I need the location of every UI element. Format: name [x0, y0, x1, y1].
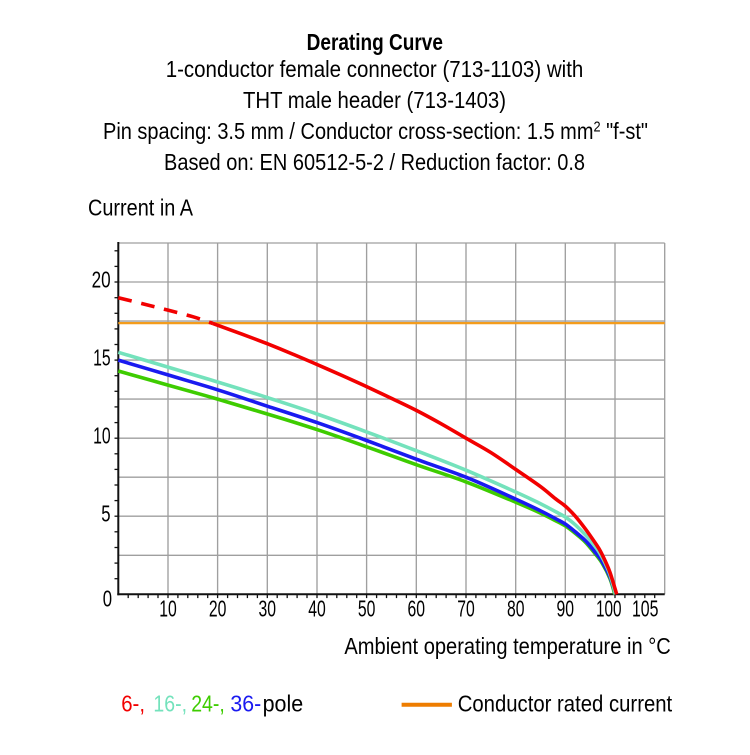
svg-text:50: 50 [358, 596, 376, 622]
svg-text:0: 0 [103, 586, 112, 612]
svg-text:40: 40 [308, 596, 326, 622]
svg-text:30: 30 [259, 596, 277, 622]
svg-text:THT male header (713-1403): THT male header (713-1403) [243, 87, 506, 113]
svg-text:20: 20 [92, 266, 111, 292]
svg-text:20: 20 [209, 596, 227, 622]
svg-text:16-,: 16-, [153, 691, 187, 717]
svg-text:1-conductor female connector (: 1-conductor female connector (713-1103) … [166, 56, 584, 82]
svg-text:Pin spacing: 3.5 mm / Conducto: Pin spacing: 3.5 mm / Conductor cross-se… [103, 118, 648, 144]
svg-text:90: 90 [557, 596, 575, 622]
svg-text:Conductor rated current: Conductor rated current [458, 691, 673, 717]
svg-text:60: 60 [408, 596, 426, 622]
svg-text:105: 105 [632, 596, 659, 622]
svg-text:100: 100 [596, 596, 622, 622]
svg-text:36-: 36- [230, 691, 261, 717]
svg-text:pole: pole [263, 691, 304, 717]
svg-text:Current in A: Current in A [88, 195, 193, 221]
svg-text:80: 80 [507, 596, 525, 622]
svg-text:70: 70 [457, 596, 475, 622]
svg-text:Ambient operating temperature: Ambient operating temperature in °C [344, 633, 670, 659]
svg-text:10: 10 [93, 423, 111, 449]
svg-text:15: 15 [93, 344, 111, 370]
svg-text:Based on: EN 60512-5-2 / Reduc: Based on: EN 60512-5-2 / Reduction facto… [164, 149, 585, 175]
svg-text:6-,: 6-, [121, 691, 145, 717]
svg-text:5: 5 [101, 501, 110, 527]
svg-text:10: 10 [159, 596, 177, 622]
svg-text:Derating Curve: Derating Curve [307, 29, 443, 55]
svg-text:24-,: 24-, [191, 691, 225, 717]
